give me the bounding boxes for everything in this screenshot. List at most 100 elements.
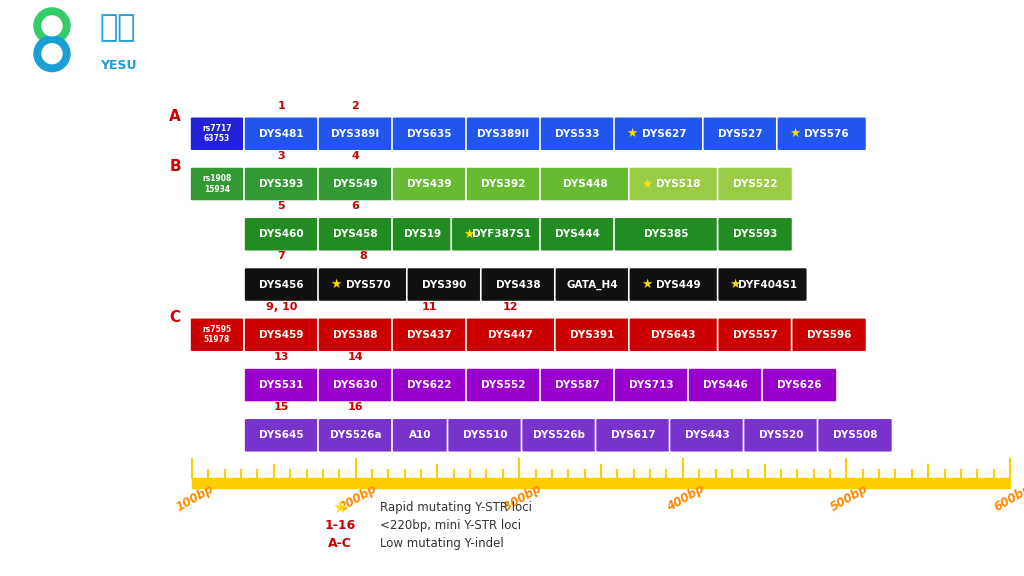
FancyBboxPatch shape [792, 318, 866, 352]
FancyBboxPatch shape [614, 368, 689, 402]
Text: DYS526a: DYS526a [330, 430, 381, 440]
Text: 5: 5 [278, 201, 286, 211]
Text: DYS526b: DYS526b [534, 430, 585, 440]
FancyBboxPatch shape [190, 318, 244, 352]
Text: DYS389II: DYS389II [477, 129, 529, 139]
FancyBboxPatch shape [190, 117, 244, 151]
Text: DYS437: DYS437 [408, 330, 452, 340]
Text: 400bp: 400bp [665, 482, 708, 514]
Text: DYS390: DYS390 [422, 279, 467, 290]
FancyBboxPatch shape [540, 368, 615, 402]
Text: <220bp, mini Y-STR loci: <220bp, mini Y-STR loci [380, 519, 521, 532]
FancyBboxPatch shape [629, 318, 719, 352]
FancyBboxPatch shape [180, 89, 1018, 571]
Text: ★: ★ [641, 278, 652, 291]
Text: DYS557: DYS557 [733, 330, 777, 340]
Text: DYS627: DYS627 [642, 129, 686, 139]
Text: DYS389I: DYS389I [332, 129, 380, 139]
Text: ★: ★ [330, 278, 341, 291]
FancyBboxPatch shape [318, 217, 393, 251]
FancyBboxPatch shape [452, 217, 541, 251]
Text: 1: 1 [278, 101, 286, 111]
Text: 11: 11 [422, 302, 437, 312]
Text: 14: 14 [348, 352, 364, 362]
Text: DYS622: DYS622 [408, 380, 452, 390]
FancyBboxPatch shape [670, 418, 744, 452]
Text: DYS19: DYS19 [403, 229, 440, 239]
Text: DYS645: DYS645 [259, 430, 304, 440]
Text: YESU: YESU [99, 59, 136, 72]
FancyBboxPatch shape [466, 167, 541, 201]
Text: DYS593: DYS593 [733, 229, 777, 239]
FancyBboxPatch shape [688, 368, 763, 402]
FancyBboxPatch shape [718, 318, 793, 352]
FancyBboxPatch shape [244, 318, 319, 352]
FancyBboxPatch shape [521, 418, 597, 452]
Text: C: C [169, 310, 180, 325]
Text: DYS439: DYS439 [408, 179, 452, 189]
Text: DYS508: DYS508 [833, 430, 878, 440]
FancyBboxPatch shape [407, 267, 482, 302]
Text: DYS531: DYS531 [259, 380, 304, 390]
FancyBboxPatch shape [481, 267, 556, 302]
FancyBboxPatch shape [466, 318, 556, 352]
Text: DYF387S1: DYF387S1 [472, 229, 530, 239]
Text: 3: 3 [278, 151, 286, 161]
Text: DYS635: DYS635 [408, 129, 452, 139]
Text: ★: ★ [463, 228, 474, 241]
Text: DYS549: DYS549 [333, 179, 378, 189]
Text: 200bp: 200bp [338, 482, 380, 514]
Text: DYS444: DYS444 [555, 229, 600, 239]
Text: DYS643: DYS643 [651, 330, 696, 340]
FancyBboxPatch shape [392, 167, 467, 201]
FancyBboxPatch shape [392, 318, 467, 352]
Text: A: A [169, 109, 181, 124]
Text: DYS391: DYS391 [570, 330, 614, 340]
Text: Rapid mutating Y-STR loci: Rapid mutating Y-STR loci [380, 501, 532, 514]
FancyBboxPatch shape [614, 117, 703, 151]
Text: 1.2 Loci Arrangement Diagram of Y62Plex: 1.2 Loci Arrangement Diagram of Y62Plex [205, 27, 925, 56]
Text: 4: 4 [351, 151, 359, 161]
FancyBboxPatch shape [392, 217, 453, 251]
Text: DYS587: DYS587 [555, 380, 600, 390]
FancyBboxPatch shape [629, 267, 719, 302]
Circle shape [34, 36, 70, 71]
Text: 15: 15 [273, 402, 289, 412]
Text: DYS630: DYS630 [333, 380, 378, 390]
Text: 2: 2 [351, 101, 359, 111]
Text: DYS481: DYS481 [259, 129, 304, 139]
Text: 1-16: 1-16 [325, 519, 355, 532]
FancyBboxPatch shape [743, 418, 818, 452]
FancyBboxPatch shape [702, 117, 778, 151]
Text: rs1908
15934: rs1908 15934 [203, 175, 231, 194]
FancyBboxPatch shape [244, 167, 319, 201]
Text: DYS446: DYS446 [703, 380, 748, 390]
FancyBboxPatch shape [466, 117, 541, 151]
Text: DYS626: DYS626 [777, 380, 821, 390]
Circle shape [42, 16, 62, 36]
Text: DYS533: DYS533 [555, 129, 600, 139]
FancyBboxPatch shape [244, 368, 319, 402]
Text: ★: ★ [641, 177, 652, 191]
Text: DYS392: DYS392 [481, 179, 525, 189]
FancyBboxPatch shape [596, 418, 671, 452]
FancyBboxPatch shape [817, 418, 893, 452]
FancyBboxPatch shape [392, 117, 467, 151]
FancyBboxPatch shape [540, 217, 615, 251]
FancyBboxPatch shape [718, 167, 793, 201]
FancyBboxPatch shape [466, 368, 541, 402]
Text: rs7717
63753: rs7717 63753 [202, 124, 231, 143]
Text: DYS713: DYS713 [629, 380, 674, 390]
Text: DYS443: DYS443 [685, 430, 729, 440]
Text: A10: A10 [409, 430, 431, 440]
FancyBboxPatch shape [614, 217, 719, 251]
Text: DYS393: DYS393 [259, 179, 304, 189]
FancyBboxPatch shape [777, 117, 866, 151]
Text: 600bp: 600bp [992, 482, 1024, 514]
Text: DYS570: DYS570 [345, 279, 390, 290]
FancyBboxPatch shape [2, 2, 176, 82]
Text: 300bp: 300bp [502, 482, 544, 514]
Text: DYS448: DYS448 [562, 179, 607, 189]
Text: ★: ★ [626, 127, 637, 141]
Text: 100bp: 100bp [174, 482, 216, 514]
